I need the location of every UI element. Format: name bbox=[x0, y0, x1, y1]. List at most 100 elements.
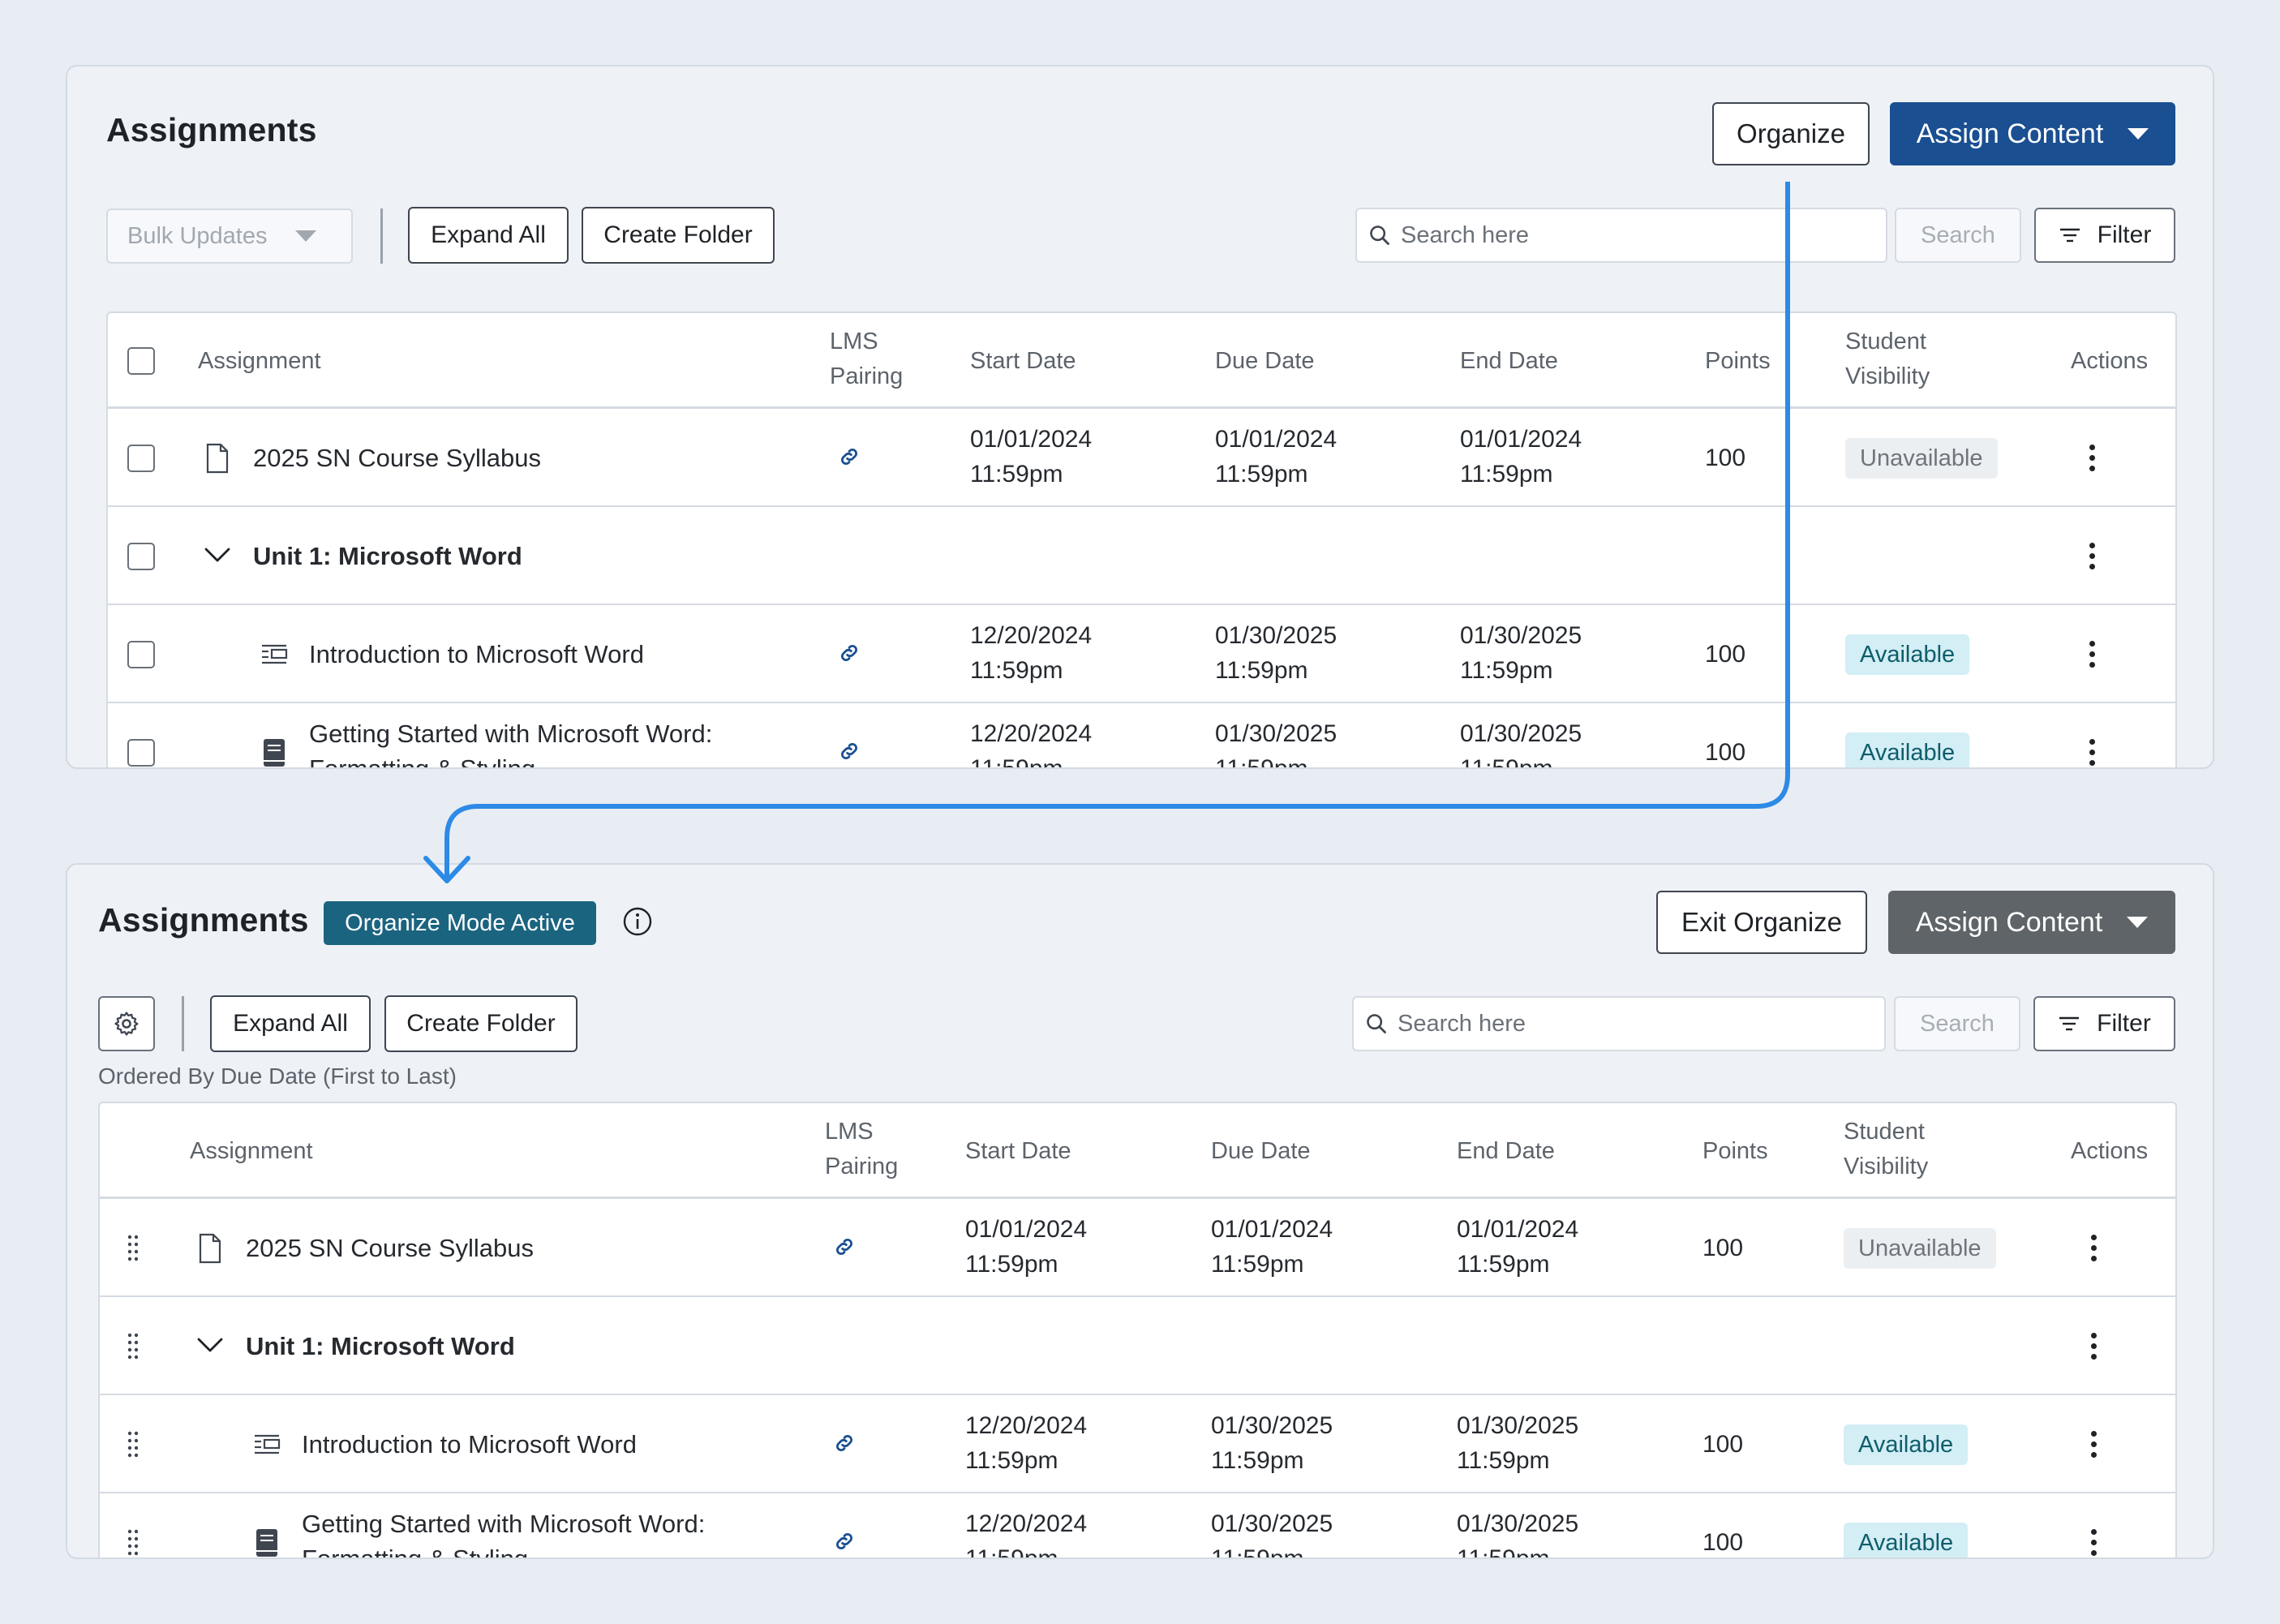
table-row[interactable]: Getting Started with Microsoft Word: For… bbox=[100, 1493, 2175, 1559]
search-placeholder: Search here bbox=[1398, 1010, 1526, 1037]
link-icon[interactable] bbox=[838, 642, 861, 664]
chevron-down-icon[interactable] bbox=[196, 1336, 224, 1354]
toolbar-divider bbox=[182, 996, 184, 1051]
expand-all-button[interactable]: Expand All bbox=[210, 995, 371, 1052]
select-all-checkbox[interactable] bbox=[127, 347, 155, 375]
bulk-updates-dropdown[interactable]: Bulk Updates bbox=[106, 208, 353, 264]
search-input[interactable]: Search here bbox=[1355, 208, 1887, 263]
due-time: 11:59pm bbox=[1211, 1251, 1304, 1278]
folder-title[interactable]: Unit 1: Microsoft Word bbox=[253, 542, 522, 570]
assignment-title[interactable]: Introduction to Microsoft Word bbox=[309, 640, 644, 668]
col-actions: Actions bbox=[2071, 348, 2149, 374]
points: 100 bbox=[1702, 1529, 1744, 1556]
folder-title[interactable]: Unit 1: Microsoft Word bbox=[246, 1332, 515, 1360]
status-badge: Available bbox=[1845, 733, 1970, 767]
row-checkbox[interactable] bbox=[127, 641, 155, 668]
create-folder-button[interactable]: Create Folder bbox=[582, 207, 775, 264]
due-date: 01/30/2025 bbox=[1215, 622, 1338, 649]
row-checkbox[interactable] bbox=[127, 445, 155, 472]
filter-button[interactable]: Filter bbox=[2033, 996, 2175, 1051]
info-icon[interactable] bbox=[622, 906, 653, 937]
table-row[interactable]: Introduction to Microsoft Word 12/20/202… bbox=[100, 1395, 2175, 1493]
due-time: 11:59pm bbox=[1211, 1545, 1304, 1559]
assign-content-label: Assign Content bbox=[1915, 906, 2103, 938]
assignment-title[interactable]: 2025 SN Course Syllabus bbox=[253, 444, 541, 472]
expand-all-button[interactable]: Expand All bbox=[408, 207, 569, 264]
col-lms-pairing-line2: Pairing bbox=[825, 1154, 899, 1179]
col-due-date: Due Date bbox=[1211, 1138, 1311, 1164]
organize-mode-badge: Organize Mode Active bbox=[324, 901, 596, 945]
toolbar-divider bbox=[380, 208, 383, 264]
end-time: 11:59pm bbox=[1457, 1447, 1550, 1474]
row-checkbox[interactable] bbox=[127, 739, 155, 767]
link-icon[interactable] bbox=[833, 1235, 856, 1258]
table-row[interactable]: Introduction to Microsoft Word 12/20/202… bbox=[108, 605, 2175, 703]
assignment-title-line2[interactable]: Formatting & Styling bbox=[302, 1545, 529, 1559]
col-end-date: End Date bbox=[1460, 348, 1558, 374]
start-date: 12/20/2024 bbox=[970, 720, 1093, 747]
link-icon[interactable] bbox=[833, 1432, 856, 1454]
create-folder-button[interactable]: Create Folder bbox=[384, 995, 578, 1052]
more-actions-icon[interactable] bbox=[2089, 1333, 2098, 1360]
end-time: 11:59pm bbox=[1457, 1545, 1550, 1559]
more-actions-icon[interactable] bbox=[2089, 1235, 2098, 1262]
due-time: 11:59pm bbox=[1211, 1447, 1304, 1474]
col-visibility-line1: Student bbox=[1844, 1119, 1925, 1145]
assignment-title[interactable]: 2025 SN Course Syllabus bbox=[246, 1234, 534, 1262]
search-input[interactable]: Search here bbox=[1352, 996, 1886, 1051]
table-row[interactable]: Getting Started with Microsoft Word: For… bbox=[108, 703, 2175, 769]
due-date: 01/30/2025 bbox=[1215, 720, 1338, 747]
due-time: 11:59pm bbox=[1215, 657, 1308, 684]
assignment-title[interactable]: Getting Started with Microsoft Word: bbox=[302, 1510, 706, 1538]
due-date: 01/01/2024 bbox=[1211, 1216, 1333, 1243]
end-time: 11:59pm bbox=[1460, 755, 1553, 769]
folder-row[interactable]: Unit 1: Microsoft Word bbox=[100, 1297, 2175, 1395]
drag-handle-icon[interactable] bbox=[127, 1333, 139, 1360]
drag-handle-icon[interactable] bbox=[127, 1235, 139, 1262]
table-row[interactable]: 2025 SN Course Syllabus 01/01/2024 11:59… bbox=[100, 1199, 2175, 1297]
assign-content-button[interactable]: Assign Content bbox=[1888, 891, 2175, 954]
more-actions-icon[interactable] bbox=[2088, 445, 2096, 472]
due-date: 01/01/2024 bbox=[1215, 426, 1338, 453]
search-button[interactable]: Search bbox=[1894, 996, 2020, 1051]
start-time: 11:59pm bbox=[965, 1251, 1058, 1278]
more-actions-icon[interactable] bbox=[2089, 1431, 2098, 1459]
settings-button[interactable] bbox=[98, 996, 155, 1051]
link-icon[interactable] bbox=[838, 740, 861, 763]
organize-button[interactable]: Organize bbox=[1712, 102, 1870, 165]
row-checkbox[interactable] bbox=[127, 543, 155, 570]
assignment-title-line2[interactable]: Formatting & Styling bbox=[309, 754, 536, 769]
gear-icon bbox=[114, 1012, 139, 1036]
status-badge: Available bbox=[1844, 1424, 1969, 1465]
chevron-down-icon[interactable] bbox=[204, 546, 231, 564]
caret-down-icon bbox=[294, 230, 316, 242]
search-button[interactable]: Search bbox=[1895, 208, 2021, 263]
more-actions-icon[interactable] bbox=[2088, 739, 2096, 767]
link-icon[interactable] bbox=[838, 445, 861, 468]
filter-button[interactable]: Filter bbox=[2034, 208, 2175, 263]
col-due-date: Due Date bbox=[1215, 348, 1315, 374]
book-icon bbox=[264, 739, 285, 767]
more-actions-icon[interactable] bbox=[2088, 641, 2096, 668]
drag-handle-icon[interactable] bbox=[127, 1431, 139, 1459]
assign-content-label: Assign Content bbox=[1916, 118, 2104, 149]
more-actions-icon[interactable] bbox=[2088, 543, 2096, 570]
exit-organize-button[interactable]: Exit Organize bbox=[1656, 891, 1867, 954]
assignment-title[interactable]: Introduction to Microsoft Word bbox=[302, 1430, 637, 1459]
assign-content-button[interactable]: Assign Content bbox=[1890, 102, 2175, 165]
folder-row[interactable]: Unit 1: Microsoft Word bbox=[108, 507, 2175, 605]
link-icon[interactable] bbox=[833, 1530, 856, 1553]
points: 100 bbox=[1705, 445, 1746, 471]
drag-handle-icon[interactable] bbox=[127, 1529, 139, 1557]
search-icon bbox=[1367, 1014, 1386, 1033]
assignments-panel-default: Assignments Organize Assign Content Bulk… bbox=[66, 65, 2214, 769]
page-title: Assignments bbox=[106, 111, 317, 148]
assignment-title[interactable]: Getting Started with Microsoft Word: bbox=[309, 720, 713, 748]
more-actions-icon[interactable] bbox=[2089, 1529, 2098, 1557]
search-icon bbox=[1370, 226, 1389, 245]
start-time: 11:59pm bbox=[970, 657, 1063, 684]
points: 100 bbox=[1705, 641, 1746, 668]
status-badge: Unavailable bbox=[1845, 438, 1998, 479]
table-row[interactable]: 2025 SN Course Syllabus 01/01/2024 11:59… bbox=[108, 409, 2175, 507]
start-date: 12/20/2024 bbox=[965, 1412, 1088, 1439]
